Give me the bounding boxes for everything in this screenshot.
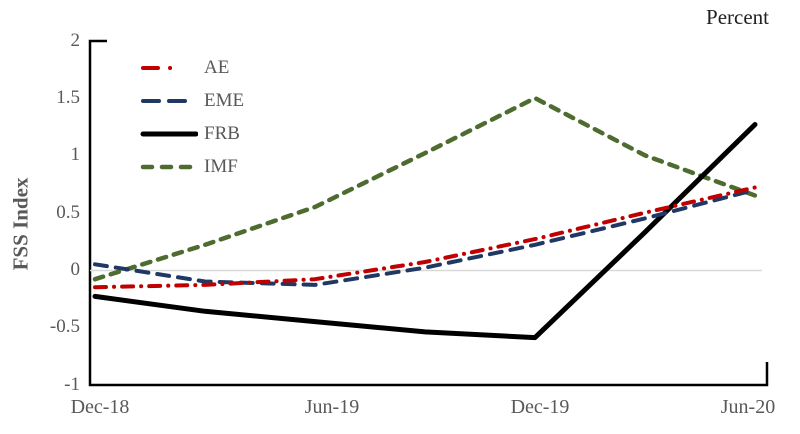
y-tick-label: 2 — [70, 29, 81, 51]
legend-item-imf: IMF — [140, 155, 244, 178]
unit-label: Percent — [706, 5, 769, 29]
y-tick-label: 1 — [70, 144, 81, 166]
x-tick-label: Dec-18 — [70, 396, 130, 418]
series-line-ae — [93, 185, 757, 290]
y-tick-label: 0.5 — [56, 201, 80, 223]
legend-label: AE — [204, 56, 230, 78]
legend-sample-line-eme — [141, 98, 195, 103]
y-axis-title: FSS Index — [8, 177, 33, 271]
series-line-imf — [92, 95, 758, 282]
x-tick-label: Jun-19 — [304, 396, 360, 418]
legend-sample-line-ae — [141, 65, 195, 70]
series-line-frb — [92, 122, 758, 341]
legend-label: IMF — [204, 155, 238, 177]
axis-frame — [88, 39, 769, 387]
x-tick-label: Jun-20 — [720, 396, 776, 418]
y-tick-label: 0 — [70, 259, 81, 280]
legend: AE EME FRB IMF — [140, 56, 244, 178]
legend-item-frb: FRB — [140, 122, 244, 145]
legend-label: FRB — [204, 122, 240, 144]
legend-sample-line-frb — [140, 131, 198, 136]
y-tick-label: 1.5 — [56, 87, 80, 109]
legend-item-eme: EME — [140, 89, 244, 112]
legend-label: EME — [204, 89, 245, 111]
legend-sample-line-imf — [140, 164, 196, 169]
y-tick-label: -0.5 — [49, 316, 80, 338]
legend-item-ae: AE — [140, 56, 244, 79]
y-tick-label: -1 — [64, 373, 80, 395]
series-line-eme — [93, 187, 757, 287]
x-tick-label: Dec-19 — [510, 396, 570, 418]
